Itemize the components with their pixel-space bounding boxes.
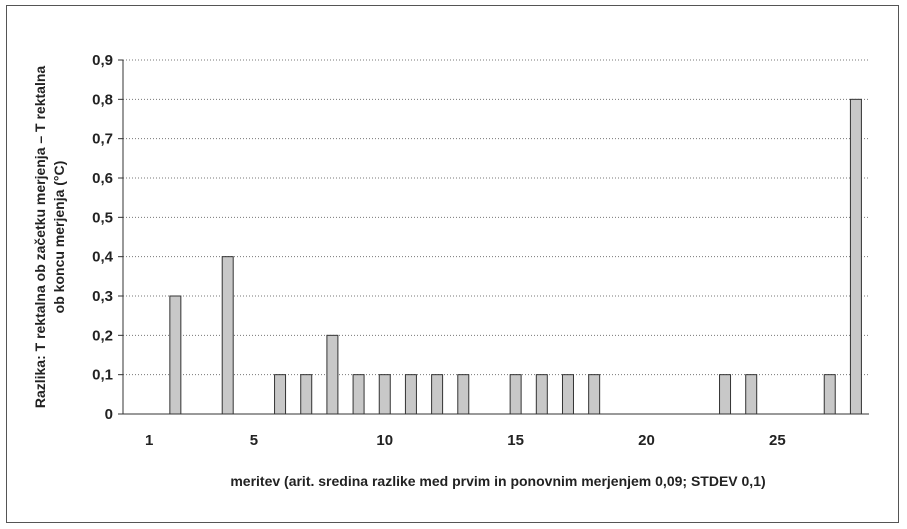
y-axis-title: Razlika: T rektalna ob začetku merjenja … [32,66,67,409]
bar [300,374,313,415]
y-tick-label: 0,1 [92,367,113,384]
bar [823,374,836,415]
bar [352,374,365,415]
bar [719,374,732,415]
y-tick-labels: 0 0,1 0,2 0,3 0,4 0,5 0,6 0,7 0,8 0,9 [92,52,123,423]
bar [404,374,417,415]
bars [169,98,862,415]
bar [431,374,444,415]
x-tick-label: 10 [376,432,393,449]
bar [509,374,522,415]
x-tick-labels: 1 5 10 15 20 25 [145,432,786,449]
x-tick-label: 5 [250,432,258,449]
y-tick-label: 0 [105,406,113,423]
y-axis-title-line-1: Razlika: T rektalna ob začetku merjenja … [32,66,48,409]
axes [122,60,869,415]
y-tick-label: 0,2 [92,327,113,344]
y-tick-label: 0,5 [92,209,113,226]
x-tick-label: 25 [769,432,786,449]
y-tick-label: 0,4 [92,249,114,266]
bar [169,295,182,415]
x-tick-label: 20 [638,432,655,449]
bar [561,374,574,415]
bar [378,374,391,415]
x-tick-label: 1 [145,432,153,449]
y-tick-label: 0,3 [92,288,113,305]
y-axis-title-line-2: ob koncu merjenja (°C) [51,161,67,314]
y-tick-label: 0,8 [92,91,113,108]
x-axis-title: meritev (arit. sredina razlike med prvim… [230,473,765,489]
bar [326,334,339,415]
y-tick-label: 0,9 [92,52,113,69]
y-tick-label: 0,6 [92,170,113,187]
bar [745,374,758,415]
y-tick-label: 0,7 [92,131,113,148]
chart-frame [6,5,899,523]
bar [535,374,548,415]
bar [457,374,470,415]
gridlines [123,59,869,376]
bar [221,256,234,415]
bar [274,374,287,415]
bar [588,374,601,415]
x-tick-label: 15 [507,432,524,449]
bar [849,98,862,415]
